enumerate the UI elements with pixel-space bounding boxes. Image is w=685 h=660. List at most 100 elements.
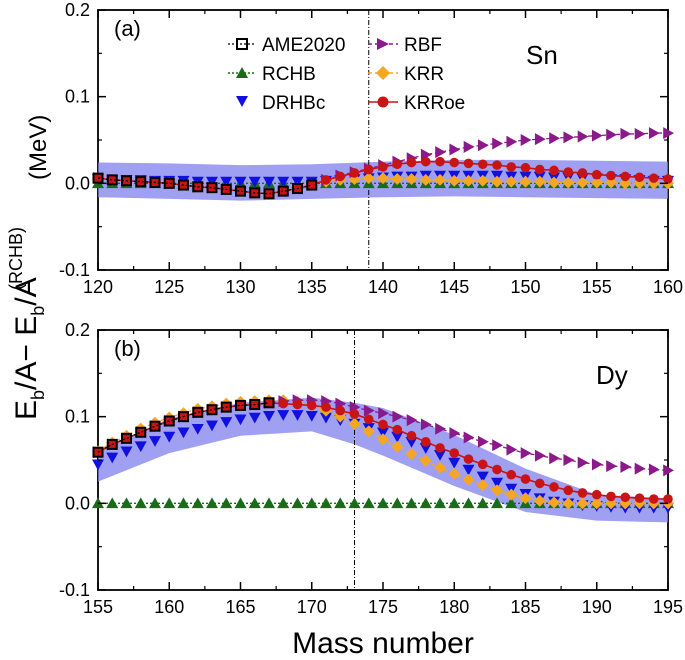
data-point-krroe [634, 172, 645, 183]
data-point-rbf [606, 128, 617, 141]
data-point-krroe [306, 400, 317, 411]
data-point-rbf [534, 449, 546, 462]
data-point-drhbc [263, 176, 275, 188]
legend-label-drhbc: DRHBc [262, 93, 325, 114]
data-point-krroe [121, 433, 132, 444]
x-tick-label: 185 [510, 597, 540, 617]
panel-b-element-label: Dy [596, 360, 628, 390]
x-tick-label: 120 [83, 277, 113, 297]
data-point-ame2020 [249, 187, 261, 199]
legend-entry-krr: KRR [368, 64, 444, 85]
data-point-rchb [348, 497, 361, 509]
data-point-ame2020 [92, 446, 104, 458]
data-point-drhbc [220, 417, 233, 428]
data-point-rchb [191, 497, 204, 509]
data-point-rchb [462, 497, 475, 509]
data-point-ame2020 [163, 415, 175, 427]
data-point-rbf [378, 407, 389, 420]
y-axis-superscript: (RCHB) [6, 227, 26, 290]
data-point-krroe [620, 171, 631, 182]
x-tick-label: 180 [439, 597, 469, 617]
data-point-krroe [520, 162, 531, 173]
data-point-drhbc [248, 412, 261, 424]
data-point-krroe [264, 398, 274, 408]
data-point-ame2020 [121, 432, 132, 444]
data-point-ame2020 [163, 177, 175, 189]
data-point-krroe [463, 158, 474, 169]
data-point-ame2020 [178, 411, 189, 423]
data-point-drhbc [120, 446, 133, 458]
panel-b-label: (b) [114, 336, 141, 361]
data-point-rbf [477, 139, 489, 152]
y-axis-unit: (MeV) [25, 115, 52, 180]
data-point-rbf [449, 143, 461, 156]
data-point-rbf [620, 460, 632, 473]
data-point-krroe [648, 173, 659, 183]
data-point-drhbc [234, 414, 247, 426]
x-tick-label: 125 [154, 277, 184, 297]
data-point-krroe [406, 157, 417, 168]
legend-label-rbf: RBF [404, 35, 442, 56]
legend: AME2020 RCHB DRHBc RBF KRR KRRoe [228, 35, 465, 114]
data-point-krroe [506, 162, 517, 172]
legend-label-krr: KRR [404, 64, 444, 85]
legend-label-ame2020: AME2020 [262, 35, 345, 56]
data-point-krr [519, 492, 532, 505]
data-point-rbf [591, 458, 603, 471]
data-point-rbf [563, 131, 575, 144]
data-point-rbf [648, 463, 660, 476]
data-point-rbf [506, 135, 518, 148]
data-point-rbf [620, 127, 632, 140]
data-point-rchb [505, 497, 518, 509]
data-point-krroe [606, 170, 616, 181]
data-point-krroe [506, 469, 517, 480]
data-point-rchb [177, 497, 190, 509]
legend-marker-triangle-right [377, 38, 389, 50]
data-point-drhbc [206, 420, 218, 432]
data-point-krr [590, 497, 603, 510]
data-point-krroe [278, 186, 289, 196]
data-point-krroe [349, 409, 360, 419]
data-point-krr [576, 176, 589, 189]
x-axis-title: Mass number [292, 627, 474, 660]
data-point-krroe [321, 402, 331, 412]
data-point-drhbc [491, 477, 503, 489]
data-point-rchb [476, 497, 489, 509]
panel-a-ticks: 120 125 130 135 140 145 150 155 160 -0.1 0.0 0.1 0.2 [59, 0, 683, 297]
data-point-rchb [206, 497, 218, 509]
data-point-rchb [134, 497, 147, 509]
data-point-krroe [634, 493, 645, 503]
data-point-krroe [192, 407, 203, 418]
y-axis-title: Eb/A− Eb/A [10, 277, 48, 420]
data-point-krroe [335, 405, 346, 416]
data-point-krr [462, 473, 475, 486]
data-point-rchb [263, 497, 275, 509]
data-point-krroe [449, 157, 460, 168]
data-point-ame2020 [235, 399, 246, 411]
data-point-rbf [648, 127, 660, 140]
data-point-drhbc [320, 412, 332, 424]
data-point-krroe [463, 454, 474, 464]
data-point-rbf [435, 422, 446, 435]
data-point-rbf [363, 404, 375, 417]
data-point-rchb [234, 497, 247, 509]
x-tick-label: 165 [225, 597, 255, 617]
data-point-rchb [448, 497, 461, 509]
panel-b-series [92, 394, 674, 514]
data-point-krroe [606, 491, 616, 502]
data-point-krr [391, 173, 404, 185]
data-point-krroe [264, 188, 274, 199]
data-point-ame2020 [106, 438, 118, 450]
data-point-rchb [434, 497, 446, 509]
data-point-rbf [606, 460, 617, 473]
data-point-krroe [135, 427, 146, 438]
data-point-drhbc [462, 464, 475, 476]
panel-a-sn: 120 125 130 135 140 145 150 155 160 -0.1 0.0 0.1 0.2… [59, 0, 683, 297]
panel-b-dy: 155 160 165 170 175 180 185 190 195 -0.1 0.0 0.1 0.2… [59, 320, 683, 617]
data-point-krroe [164, 178, 175, 189]
data-point-drhbc [177, 427, 190, 439]
data-point-krr [533, 175, 546, 188]
data-point-krr [562, 497, 575, 510]
data-point-krr [519, 175, 532, 188]
